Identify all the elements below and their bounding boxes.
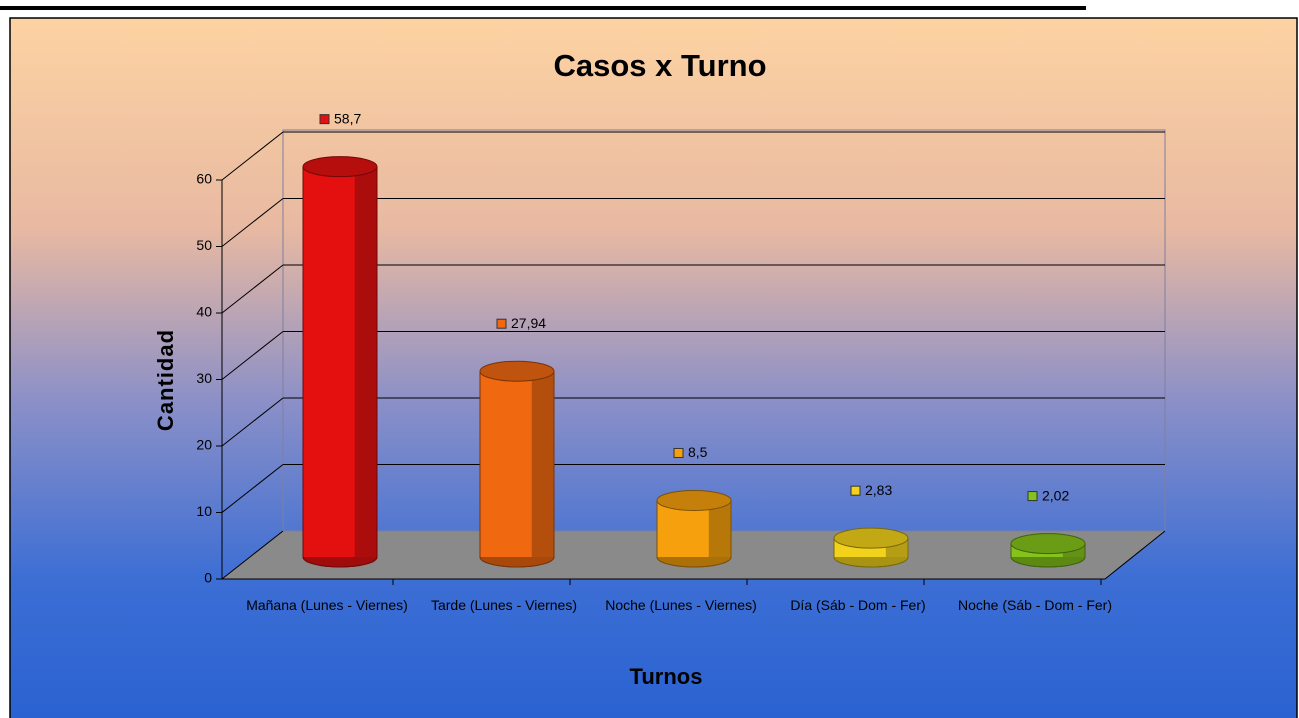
data-label: 58,7 xyxy=(334,110,361,126)
y-tick-label: 0 xyxy=(204,570,212,586)
cylinder-outline xyxy=(1010,543,1086,568)
floor-edge xyxy=(1104,530,1166,580)
data-label: 27,94 xyxy=(511,315,546,331)
x-tick-label: Noche (Lunes - Viernes) xyxy=(605,597,757,613)
grid-line xyxy=(221,331,284,380)
cylinder xyxy=(833,527,909,568)
cylinder-top xyxy=(656,489,732,511)
legend-key xyxy=(850,485,861,496)
cylinder-outline xyxy=(302,166,378,568)
cylinder-outline xyxy=(833,538,909,568)
grid-line xyxy=(221,198,284,247)
cylinder xyxy=(479,360,555,568)
y-axis-title: Cantidad xyxy=(153,329,178,431)
legend-key xyxy=(496,318,507,329)
y-tick-label: 30 xyxy=(196,370,212,386)
x-tick-label: Mañana (Lunes - Viernes) xyxy=(246,597,408,613)
data-label: 2,02 xyxy=(1042,487,1069,503)
y-tick-label: 20 xyxy=(196,437,212,453)
grid-line xyxy=(221,264,284,314)
x-tick-label: Noche (Sáb - Dom - Fer) xyxy=(957,597,1113,613)
legend-key xyxy=(673,447,684,458)
grid-line xyxy=(221,397,284,447)
cylinder-top xyxy=(302,156,378,178)
top-rule xyxy=(0,6,1086,10)
cylinder xyxy=(1010,533,1086,568)
data-label: 2,83 xyxy=(865,482,892,498)
chart-area xyxy=(9,17,1298,718)
x-tick-label: Tarde (Lunes - Viernes) xyxy=(430,597,578,613)
grid-line xyxy=(221,131,284,181)
grid-line xyxy=(221,464,284,513)
y-tick-label: 40 xyxy=(196,304,212,320)
legend-key xyxy=(1027,491,1038,502)
data-label: 8,5 xyxy=(688,444,708,460)
chart-title: Casos x Turno xyxy=(553,48,766,83)
cylinder xyxy=(302,156,378,568)
cylinder xyxy=(656,489,732,568)
x-tick-label: Día (Sáb - Dom - Fer) xyxy=(790,597,926,613)
cylinder-top xyxy=(1010,533,1086,555)
y-tick-label: 60 xyxy=(196,171,212,187)
y-tick-label: 10 xyxy=(196,503,212,519)
cylinder-shade xyxy=(531,371,554,557)
cylinder-shade xyxy=(354,166,377,557)
cylinder-shade xyxy=(708,500,731,557)
legend-key xyxy=(319,114,330,125)
x-axis-title: Turnos xyxy=(630,664,703,689)
cylinder-top xyxy=(833,527,909,549)
y-tick-label: 50 xyxy=(196,237,212,253)
cylinder-outline xyxy=(479,371,555,568)
grid-line xyxy=(221,530,284,580)
cylinder-top xyxy=(479,360,555,382)
cylinder-outline xyxy=(656,500,732,568)
